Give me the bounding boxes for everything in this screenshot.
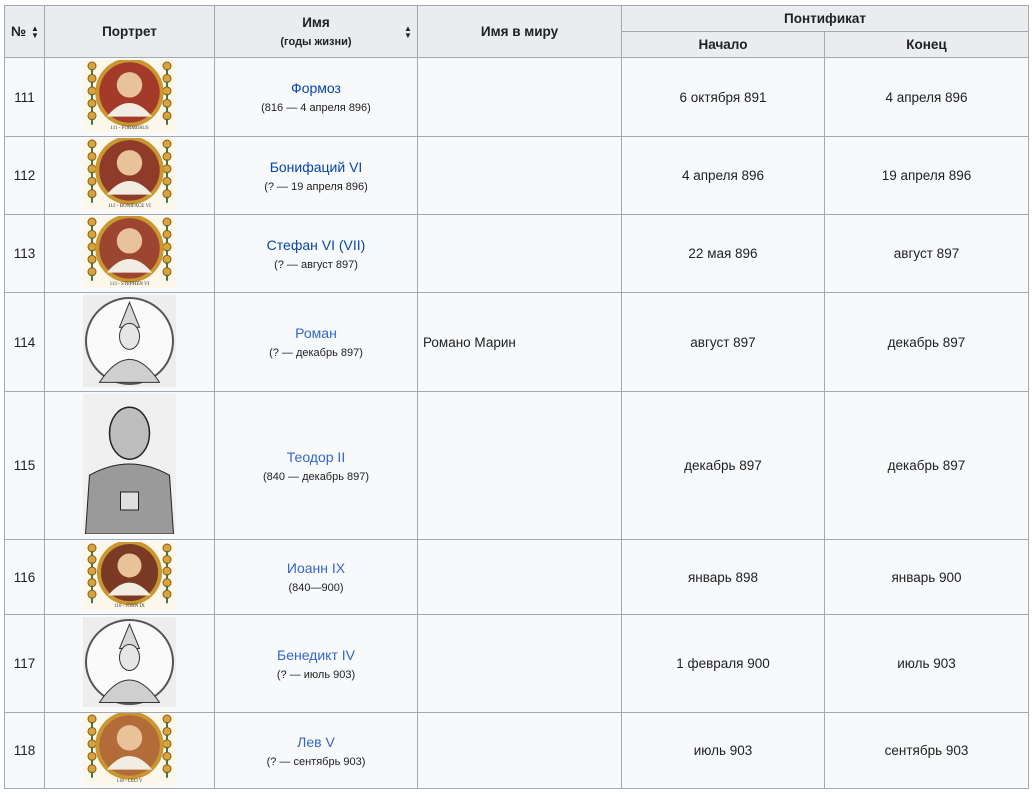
header-number[interactable]: № ▲ ▼ [4,5,45,58]
cell-portrait: 111 - FORMOSUS [44,57,215,137]
pope-name-link[interactable]: Роман [295,325,337,341]
cell-start: январь 898 [621,539,825,615]
pope-name-link[interactable]: Теодор II [286,448,346,465]
cell-secular-name [417,136,622,215]
cell-start: 4 апреля 896 [621,136,825,215]
cell-number: 118 [4,712,45,789]
cell-portrait: 118 - LEO V [44,711,215,789]
svg-text:113 - STEPHEN VI: 113 - STEPHEN VI [110,282,150,287]
portrait-image[interactable]: 113 - STEPHEN VI [83,214,176,291]
portrait-image[interactable]: 118 - LEO V [83,711,176,788]
cell-end: 19 апреля 896 [823,136,1030,215]
cell-start: 22 мая 896 [621,214,825,293]
cell-name: Лев V (? — сентябрь 903) [214,712,418,789]
cell-secular-name [417,712,622,789]
pope-name-link[interactable]: Лев V [297,733,335,750]
cell-end: январь 900 [823,539,1030,615]
cell-secular-name [417,539,622,615]
table-row: 117 Бенедикт IV (? — июль 903) 1 февраля 90… [4,614,1030,713]
portrait-image[interactable]: 111 - FORMOSUS [83,57,176,135]
cell-start: 1 февраля 900 [621,614,825,713]
popes-table: № ▲ ▼ Портрет Имя (годы жизни) ▲ ▼ Имя в м… [4,5,1030,789]
cell-start: декабрь 897 [621,391,825,540]
cell-name: Формоз (816 — 4 апреля 896) [214,57,418,137]
pope-years: (? — август 897) [274,258,358,271]
cell-number: 115 [4,391,45,540]
cell-name: Бонифаций VI (? — 19 апреля 896) [214,136,418,215]
header-end: Конец [823,31,1030,58]
table-row: 112 112 - BONIFACE VI Бонифаций VI (? — 19 … [4,136,1030,215]
header-name[interactable]: Имя (годы жизни) ▲ ▼ [214,5,418,58]
sort-icon[interactable]: ▲ ▼ [404,23,412,40]
cell-portrait: 116 - JOHN IX [44,539,215,615]
cell-number: 116 [4,539,45,615]
header-name-label: Имя [302,15,330,30]
portrait-image[interactable] [83,617,176,710]
cell-portrait: 112 - BONIFACE VI [44,136,215,215]
pope-years: (? — 19 апреля 896) [264,180,368,193]
cell-number: 114 [4,292,45,392]
cell-start: август 897 [621,292,825,392]
header-portrait: Портрет [44,5,215,58]
cell-name: Бенедикт IV (? — июль 903) [214,614,418,713]
pope-years: (816 — 4 апреля 896) [261,102,371,114]
cell-portrait: 113 - STEPHEN VI [44,214,215,293]
pope-years: (? — июль 903) [276,668,356,681]
cell-secular-name: Романо Марин [417,292,622,392]
header-number-label: № [11,24,27,39]
pope-years: (840—900) [288,582,344,594]
table-row: 113 113 - STEPHEN VI Стефан VI (VII) (? — а… [4,214,1030,293]
portrait-image[interactable] [83,294,176,390]
cell-end: сентябрь 903 [823,712,1030,789]
cell-name: Теодор II (840 — декабрь 897) [214,391,418,540]
cell-end: июль 903 [823,614,1030,713]
cell-secular-name [417,214,622,293]
cell-name: Иоанн IX (840—900) [214,539,418,615]
table-row: 114 Роман (? — декабрь 897) Романо Марин авг… [4,292,1030,392]
cell-secular-name [417,614,622,713]
cell-name: Роман (? — декабрь 897) [214,292,418,392]
table-row: 118 118 - LEO V Лев V (? — сентябрь 903) июл… [4,711,1030,789]
header-name-sub: (годы жизни) [280,36,352,48]
cell-secular-name [417,391,622,540]
header-start: Начало [621,31,825,58]
cell-start: 6 октября 891 [621,57,825,137]
pope-years: (840 — декабрь 897) [262,470,370,483]
cell-start: июль 903 [621,712,825,789]
svg-text:116 - JOHN IX: 116 - JOHN IX [114,604,145,609]
cell-number: 113 [4,214,45,293]
cell-secular-name [417,57,622,137]
pope-name-link[interactable]: Бонифаций VI [269,158,363,175]
table-row: 116 116 - JOHN IX Иоанн IX (840—900) январь … [4,539,1030,615]
cell-portrait [44,292,215,392]
cell-number: 117 [4,614,45,713]
cell-end: декабрь 897 [823,391,1030,540]
table-row: 111 111 - FORMOSUS Формоз (816 — 4 апреля 8… [4,57,1030,137]
cell-number: 111 [4,57,45,137]
cell-portrait [44,391,215,540]
sort-icon[interactable]: ▲ ▼ [31,23,39,40]
cell-end: декабрь 897 [823,292,1030,392]
cell-end: август 897 [823,214,1030,293]
pope-name-link[interactable]: Бенедикт IV [277,646,355,663]
svg-text:112 - BONIFACE VI: 112 - BONIFACE VI [108,204,151,209]
pope-name-link[interactable]: Иоанн IX [286,560,346,576]
cell-portrait [44,614,215,713]
pope-name-link[interactable]: Стефан VI (VII) [266,236,366,253]
portrait-image[interactable] [83,394,176,537]
pope-name-link[interactable]: Формоз [291,80,341,96]
header-secular-name: Имя в миру [417,5,622,58]
portrait-image[interactable]: 116 - JOHN IX [83,539,176,613]
svg-text:111 - FORMOSUS: 111 - FORMOSUS [110,126,148,131]
cell-end: 4 апреля 896 [823,57,1030,137]
cell-number: 112 [4,136,45,215]
cell-name: Стефан VI (VII) (? — август 897) [214,214,418,293]
pope-years: (? — декабрь 897) [269,347,363,359]
table-row: 115 Теодор II (840 — декабрь 897) декабрь 8… [4,391,1030,540]
header-pontificate: Понтификат [620,5,1030,32]
svg-text:118 - LEO V: 118 - LEO V [117,779,143,784]
pope-years: (? — сентябрь 903) [266,755,366,768]
portrait-image[interactable]: 112 - BONIFACE VI [83,136,176,213]
